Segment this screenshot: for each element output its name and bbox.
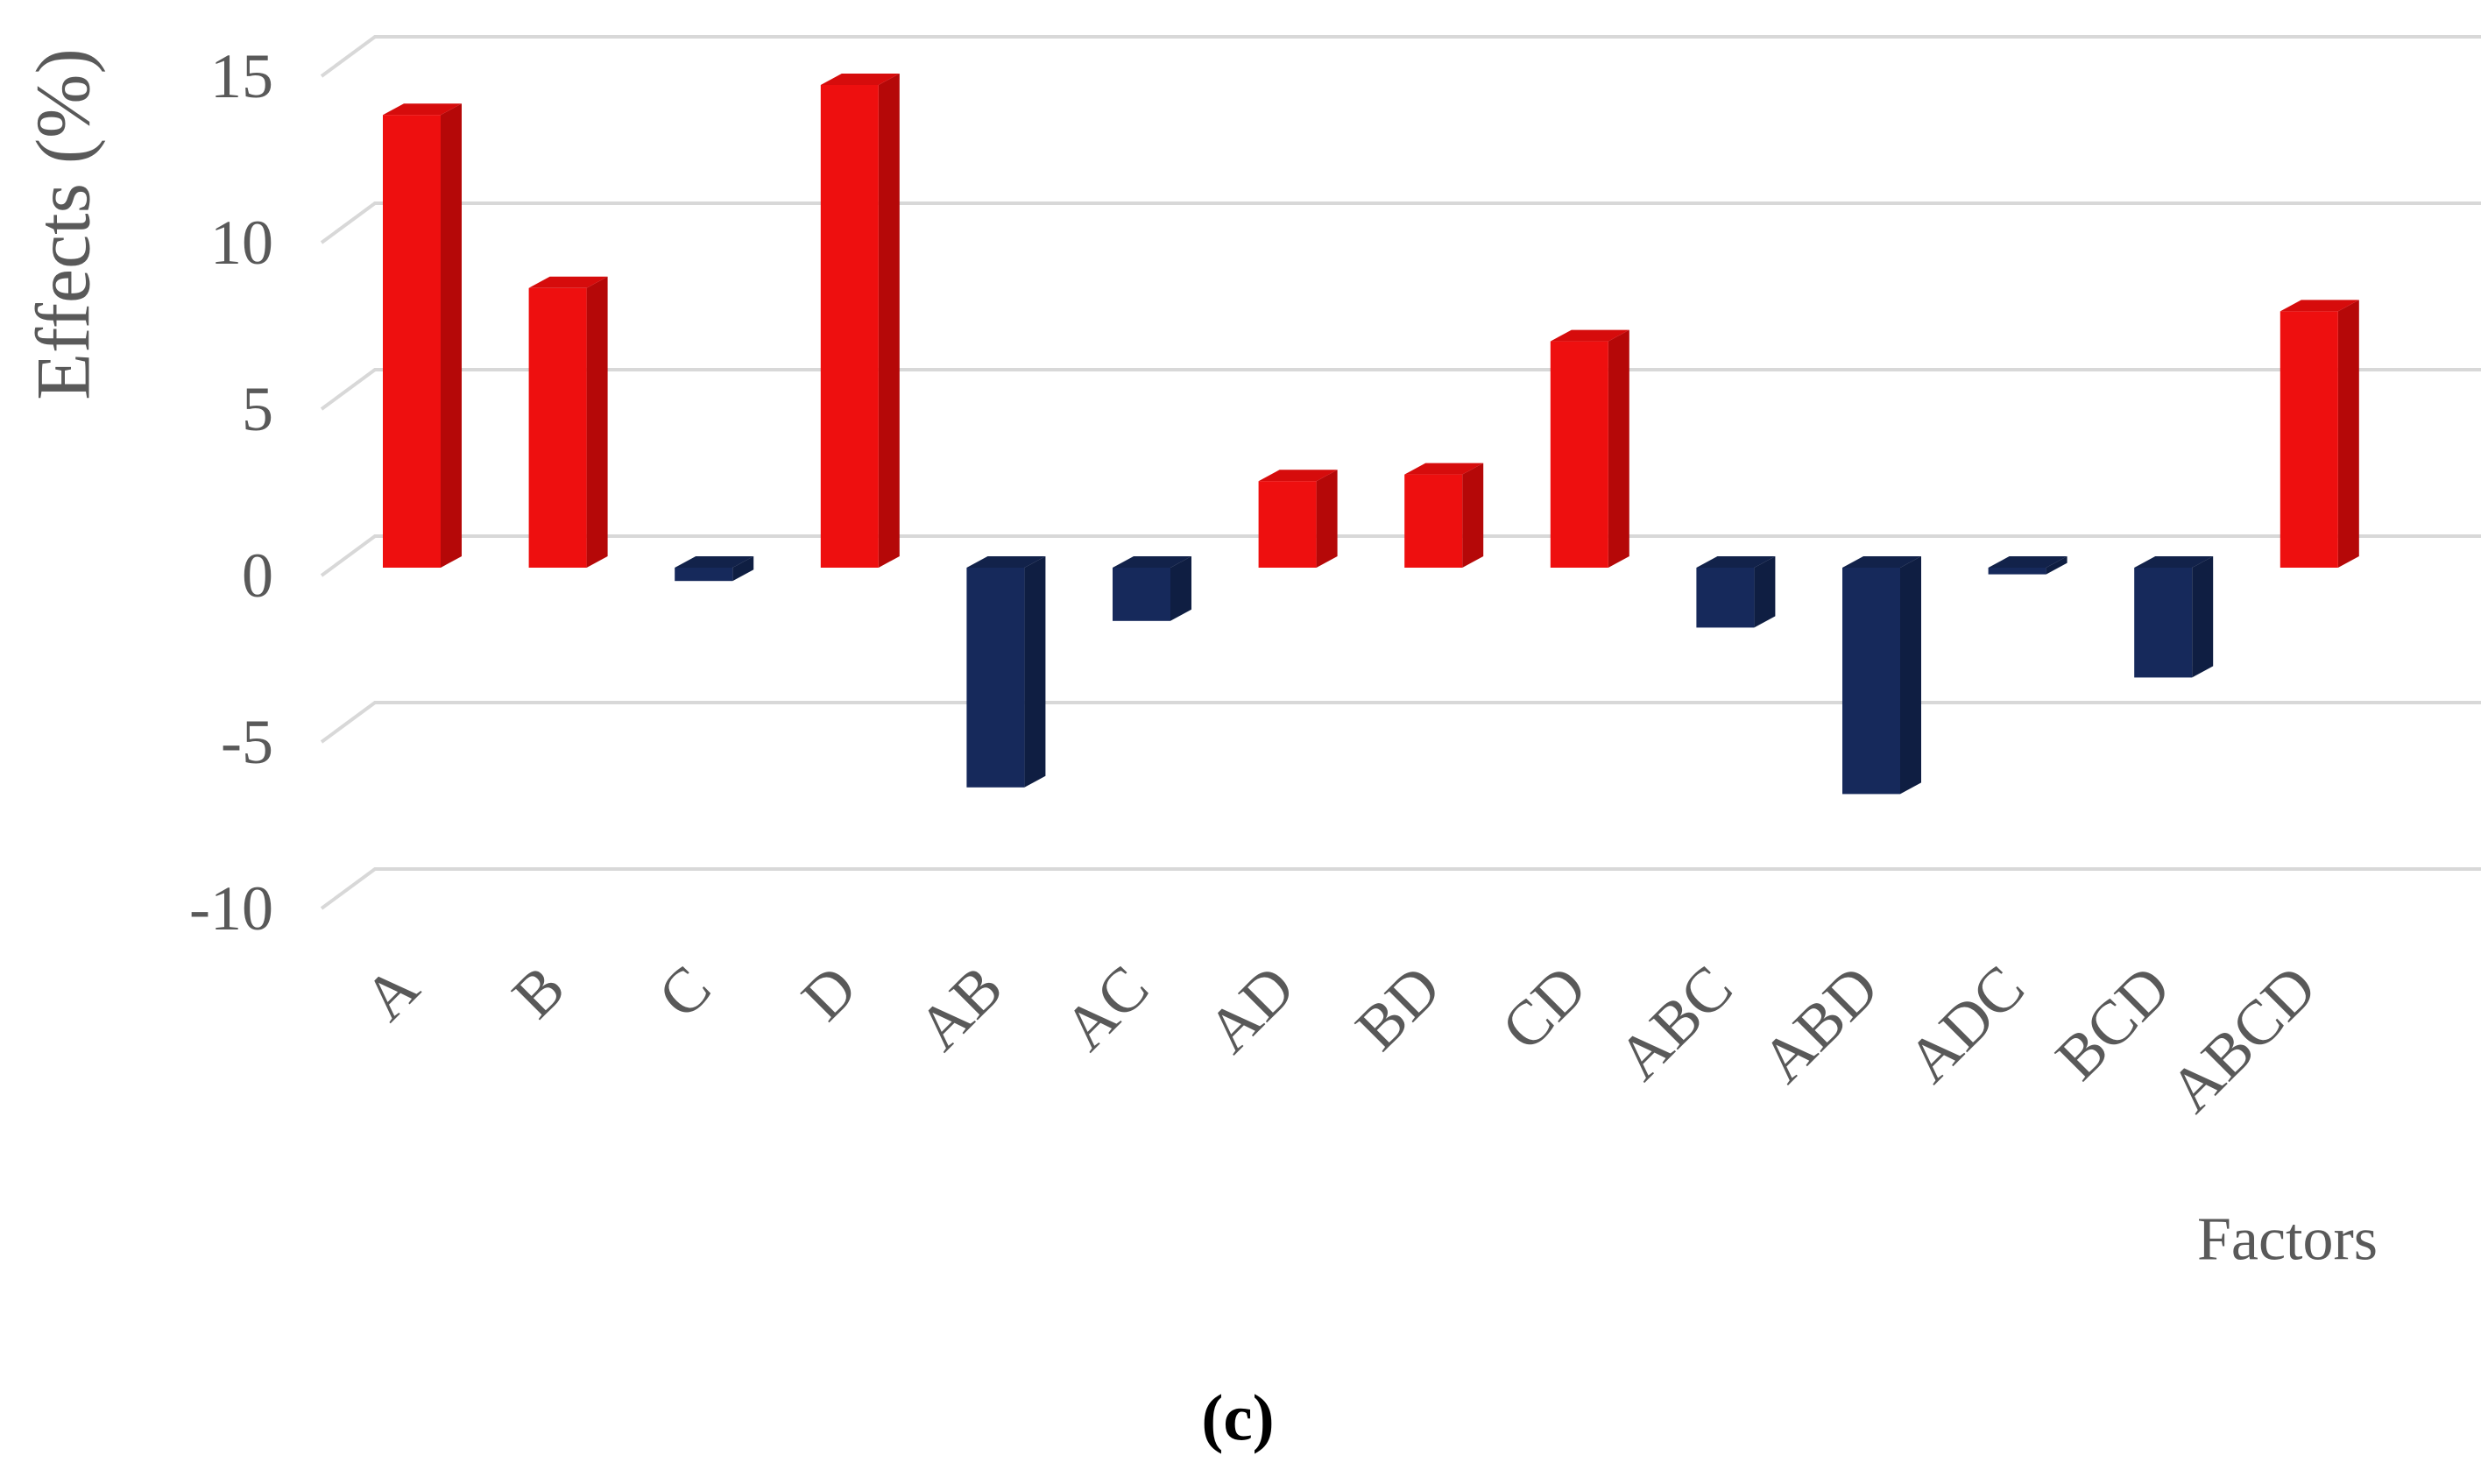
bar-AC (1113, 556, 1191, 621)
gridline--5 (320, 701, 2481, 744)
bar-ADC (1988, 556, 2068, 575)
bar-C-top-face (675, 556, 754, 568)
bar-AC-top-face (1113, 556, 1191, 568)
bar-ABD-front-face (1842, 568, 1900, 795)
bar-AB-top-face (966, 556, 1046, 568)
y-axis-title: Effects (%) (22, 48, 107, 400)
bar-C-side-face (732, 556, 754, 582)
x-axis-title: Factors (2197, 1206, 2378, 1274)
bar-BD-front-face (1404, 474, 1463, 568)
x-label-AB: AB (904, 952, 1015, 1064)
x-label-BD: BD (1342, 952, 1453, 1064)
bar-BCD (2134, 556, 2214, 678)
bar-B-side-face (586, 276, 608, 568)
x-label-D: D (788, 952, 870, 1034)
y-tick-labels: 15 10 5 0 -5 -10 (189, 41, 273, 943)
gridline--10 (320, 867, 2481, 910)
bar-ADC-top-face (1988, 556, 2068, 568)
x-label-A: A (350, 952, 432, 1034)
bar-AB (966, 556, 1046, 788)
bar-D-top-face (820, 74, 900, 85)
bar-AD-side-face (1316, 470, 1338, 568)
y-tick-label--5: -5 (221, 707, 273, 777)
bar-CD-top-face (1550, 329, 1629, 342)
bar-AC-side-face (1170, 556, 1191, 621)
bar-ABC-front-face (1696, 568, 1755, 628)
x-label-CD: CD (1488, 952, 1600, 1064)
bar-AD-front-face (1258, 481, 1317, 568)
bar-ADC-side-face (2046, 556, 2068, 575)
bar-ABD (1842, 556, 1921, 795)
x-label-AD: AD (1194, 952, 1308, 1066)
bar-AB-side-face (1024, 556, 1046, 788)
y-tick-label--10: -10 (189, 873, 273, 943)
bar-B-top-face (528, 276, 608, 288)
bar-C (675, 556, 754, 582)
x-label-AC: AC (1050, 952, 1162, 1064)
bar-ABC-top-face (1696, 556, 1776, 568)
bar-ABD-top-face (1842, 556, 1921, 568)
bar-A-side-face (441, 103, 462, 568)
bar-D-side-face (878, 74, 900, 568)
x-label-ABC: ABC (1604, 952, 1745, 1093)
gridline-0 (320, 534, 2481, 577)
bar-CD (1550, 329, 1629, 568)
bar-AD (1258, 470, 1338, 568)
bar-BCD-top-face (2134, 556, 2214, 568)
bar-ABCD-top-face (2280, 300, 2359, 312)
bar-A-top-face (383, 103, 462, 116)
bar-ABC-side-face (1754, 556, 1776, 628)
bar-CD-front-face (1550, 341, 1608, 568)
figure-caption: (c) (1201, 1382, 1274, 1455)
y-tick-label-5: 5 (242, 374, 273, 444)
bar-C-front-face (675, 568, 733, 582)
bar-B (528, 276, 608, 568)
bar-ABCD (2280, 300, 2359, 568)
gridline-10 (320, 201, 2481, 244)
x-label-ABD: ABD (1748, 952, 1891, 1096)
bar-ABD-side-face (1900, 556, 1921, 795)
bar-D-front-face (820, 85, 879, 568)
gridline-15 (320, 35, 2481, 78)
bar-CD-side-face (1608, 329, 1629, 568)
bar-AD-top-face (1258, 470, 1338, 482)
gridlines (320, 35, 2481, 910)
bar-ABCD-front-face (2280, 311, 2338, 568)
bars (383, 74, 2359, 795)
y-tick-label-0: 0 (242, 541, 273, 611)
bar-BD-top-face (1404, 463, 1484, 475)
bar-B-front-face (528, 287, 587, 568)
bar-BCD-front-face (2134, 568, 2193, 678)
bar-AB-front-face (966, 568, 1025, 788)
x-label-B: B (498, 952, 578, 1032)
x-label-ADC: ADC (1894, 952, 2038, 1096)
bar-ABCD-side-face (2337, 300, 2359, 568)
bar-AC-front-face (1113, 568, 1170, 621)
bar-ABC (1696, 556, 1776, 628)
bar-BCD-side-face (2192, 556, 2214, 678)
bar-A-front-face (383, 115, 441, 568)
x-label-C: C (645, 952, 725, 1032)
y-tick-label-10: 10 (210, 208, 273, 278)
bar-BD-side-face (1462, 463, 1484, 568)
bar-BD (1404, 463, 1484, 568)
bar-A (383, 103, 462, 568)
bar-ADC-front-face (1988, 568, 2046, 575)
bar-D (820, 74, 900, 568)
gridline-5 (320, 368, 2481, 411)
x-label-ABCD: ABCD (2156, 952, 2329, 1126)
y-tick-label-15: 15 (210, 41, 273, 111)
